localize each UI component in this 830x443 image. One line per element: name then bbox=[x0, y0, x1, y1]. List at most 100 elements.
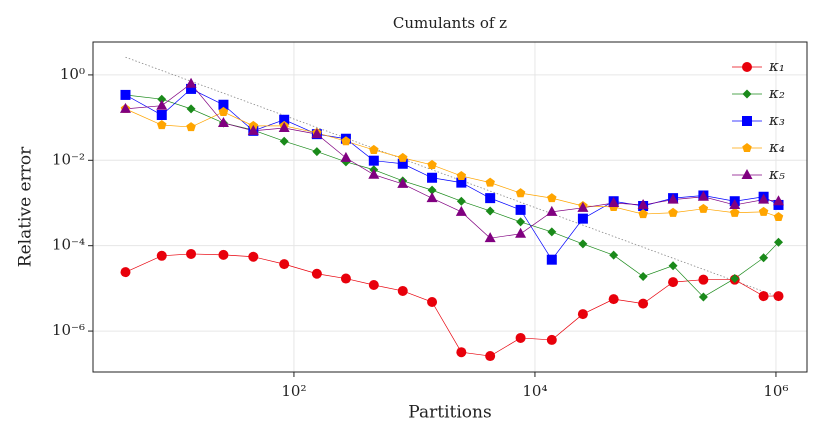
point bbox=[311, 128, 323, 139]
point bbox=[516, 217, 526, 227]
point bbox=[157, 94, 167, 104]
point bbox=[773, 195, 785, 206]
point bbox=[577, 309, 588, 320]
point bbox=[279, 114, 290, 125]
point bbox=[426, 192, 438, 203]
legend-marker bbox=[742, 116, 752, 126]
point bbox=[729, 198, 741, 209]
y-tick-label: 10⁰ bbox=[60, 65, 85, 83]
point bbox=[485, 177, 495, 187]
point bbox=[368, 155, 379, 166]
point bbox=[368, 279, 379, 290]
point bbox=[758, 193, 770, 204]
reference-line bbox=[125, 56, 779, 298]
point bbox=[578, 239, 588, 249]
point bbox=[759, 253, 769, 263]
legend-marker bbox=[742, 143, 752, 153]
point bbox=[546, 254, 557, 265]
point bbox=[427, 159, 437, 169]
point bbox=[577, 201, 589, 212]
point bbox=[186, 122, 196, 132]
point bbox=[729, 207, 740, 217]
point bbox=[668, 261, 678, 271]
point bbox=[758, 291, 769, 302]
point bbox=[340, 273, 351, 284]
point bbox=[368, 168, 380, 179]
point bbox=[667, 193, 679, 204]
point bbox=[730, 274, 740, 284]
point bbox=[697, 190, 709, 201]
point bbox=[608, 196, 620, 207]
point bbox=[456, 196, 466, 206]
point bbox=[609, 250, 619, 260]
y-axis-label: Relative error bbox=[16, 146, 36, 267]
chart-title: Cumulants of z bbox=[393, 14, 507, 32]
point bbox=[698, 292, 708, 302]
point bbox=[427, 172, 438, 183]
legend-label: κ₁ bbox=[768, 57, 785, 75]
point bbox=[698, 274, 709, 285]
point bbox=[546, 205, 558, 216]
point bbox=[485, 351, 496, 362]
point bbox=[515, 332, 526, 343]
point bbox=[515, 227, 527, 238]
point bbox=[456, 170, 467, 180]
point bbox=[577, 213, 588, 224]
y-tick-label: 10⁻⁴ bbox=[52, 236, 85, 254]
point bbox=[247, 124, 259, 135]
point bbox=[758, 206, 769, 216]
point bbox=[456, 177, 467, 188]
point bbox=[515, 188, 526, 198]
point bbox=[638, 209, 648, 219]
point bbox=[279, 136, 289, 146]
point bbox=[668, 277, 679, 288]
point bbox=[608, 294, 619, 305]
point bbox=[279, 259, 290, 270]
point bbox=[248, 251, 259, 262]
point bbox=[485, 193, 496, 204]
point bbox=[369, 144, 379, 154]
x-tick-label: 10⁴ bbox=[522, 382, 547, 400]
point bbox=[546, 334, 557, 345]
point bbox=[217, 116, 229, 127]
y-tick-label: 10⁻⁶ bbox=[52, 321, 85, 339]
point bbox=[185, 77, 197, 88]
point bbox=[218, 249, 229, 260]
point bbox=[156, 110, 167, 121]
point bbox=[668, 207, 678, 217]
legend-label: κ₅ bbox=[768, 165, 785, 183]
point bbox=[398, 152, 408, 162]
x-axis-label: Partitions bbox=[408, 403, 491, 423]
legend-label: κ₄ bbox=[768, 138, 785, 156]
point bbox=[638, 271, 648, 281]
point bbox=[156, 99, 168, 110]
point bbox=[456, 347, 467, 358]
point bbox=[119, 102, 131, 113]
point bbox=[774, 237, 784, 247]
point bbox=[186, 83, 197, 94]
legend-label: κ₂ bbox=[768, 84, 785, 102]
point bbox=[484, 232, 496, 243]
point bbox=[341, 136, 351, 146]
point bbox=[312, 147, 322, 157]
point bbox=[547, 193, 557, 203]
legend-label: κ₃ bbox=[768, 111, 785, 129]
point bbox=[427, 185, 437, 195]
point bbox=[120, 89, 131, 100]
x-tick-label: 10⁶ bbox=[763, 382, 788, 400]
point bbox=[218, 106, 229, 116]
y-tick-label: 10⁻² bbox=[52, 150, 85, 168]
point bbox=[218, 99, 229, 110]
point bbox=[485, 206, 495, 216]
series-line bbox=[125, 253, 779, 357]
plot-frame bbox=[92, 41, 808, 373]
point bbox=[397, 158, 408, 169]
legend-marker bbox=[742, 89, 752, 99]
point bbox=[397, 285, 408, 296]
point bbox=[773, 291, 784, 302]
point bbox=[340, 151, 352, 162]
point bbox=[637, 198, 649, 209]
point bbox=[455, 205, 467, 216]
point bbox=[638, 298, 649, 309]
